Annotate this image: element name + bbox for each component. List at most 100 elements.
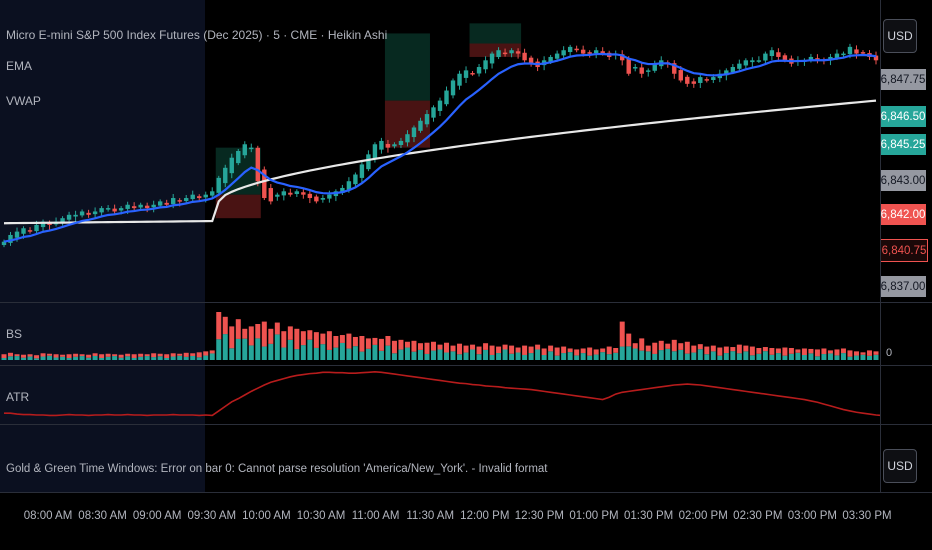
candle-up — [320, 195, 326, 203]
candle-up — [561, 46, 566, 60]
candle-body — [580, 49, 586, 54]
bs-sell-bar — [554, 347, 560, 356]
candle-body — [834, 53, 840, 59]
pane-separator[interactable] — [0, 424, 932, 425]
price-tag[interactable]: 6,845.25 — [880, 134, 926, 155]
candle-body — [385, 143, 391, 148]
bs-buy-bar — [561, 353, 567, 360]
atr-chart[interactable] — [0, 366, 880, 424]
candle-body — [8, 234, 13, 243]
candle-body — [340, 187, 345, 193]
currency-button-lower[interactable]: USD — [883, 449, 917, 483]
bs-sell-bar — [411, 340, 417, 352]
price-chart[interactable] — [0, 0, 880, 302]
bs-sell-bar — [398, 339, 404, 350]
candle-up — [359, 161, 365, 183]
time-axis-label: 10:30 AM — [296, 510, 346, 522]
atr-indicator-label[interactable]: ATR — [6, 390, 30, 404]
bs-buy-bar — [730, 351, 736, 360]
candle-down — [470, 71, 475, 76]
candle-up — [392, 142, 397, 149]
red-window-box — [215, 194, 261, 219]
bs-sell-bar — [769, 348, 775, 355]
currency-button[interactable]: USD — [883, 19, 917, 53]
candle-up — [476, 64, 482, 77]
bs-buy-bar — [522, 354, 528, 360]
time-axis-label: 02:30 PM — [733, 510, 783, 522]
candle-body — [652, 63, 657, 71]
bs-sell-bar — [470, 344, 476, 350]
candle-body — [66, 214, 72, 220]
bs-sell-bar — [730, 347, 736, 352]
bs-sell-bar — [528, 346, 534, 354]
candle-body — [184, 198, 189, 201]
bs-buy-bar — [626, 346, 632, 360]
candle-down — [314, 194, 319, 204]
bs-sell-bar — [131, 354, 137, 358]
bs-buy-bar — [775, 353, 781, 360]
candle-body — [60, 218, 65, 223]
bs-volume-chart[interactable] — [0, 303, 880, 365]
pane-separator[interactable] — [0, 365, 932, 366]
candle-body — [633, 67, 638, 69]
bs-buy-bar — [860, 354, 866, 360]
vwap-indicator-label[interactable]: VWAP — [6, 94, 41, 108]
candle-up — [242, 141, 247, 159]
bs-sell-bar — [561, 346, 567, 354]
bs-buy-bar — [320, 344, 326, 360]
bs-buy-bar — [157, 356, 163, 360]
candle-down — [854, 45, 859, 59]
candle-body — [288, 192, 293, 195]
candle-body — [769, 50, 775, 57]
bs-sell-bar — [183, 352, 189, 357]
candle-body — [379, 140, 384, 150]
candle-body — [249, 147, 254, 150]
candle-body — [268, 188, 274, 202]
time-windows-error-label[interactable]: Gold & Green Time Windows: Error on bar … — [6, 463, 548, 475]
bs-sell-bar — [385, 336, 391, 346]
bs-buy-bar — [574, 355, 580, 360]
price-tag[interactable]: 6,840.75 — [880, 239, 928, 262]
candle-up — [92, 207, 98, 219]
candle-body — [489, 53, 495, 64]
candle-body — [47, 223, 52, 225]
candle-body — [704, 79, 710, 81]
bs-buy-bar — [40, 356, 46, 360]
bs-sell-bar — [216, 312, 222, 340]
candle-down — [691, 78, 696, 88]
candle-body — [561, 50, 566, 56]
bs-buy-bar — [476, 354, 482, 360]
bs-buy-bar — [131, 357, 137, 360]
candle-up — [249, 143, 254, 153]
candle-up — [802, 58, 807, 66]
price-tag[interactable]: 6,846.50 — [880, 106, 926, 127]
candle-down — [112, 204, 117, 215]
candle-up — [210, 187, 215, 198]
pane-separator[interactable] — [0, 302, 932, 303]
bs-buy-bar — [483, 349, 489, 360]
price-tag[interactable]: 6,843.00 — [880, 170, 926, 191]
candle-body — [164, 202, 169, 205]
bs-buy-bar — [242, 338, 248, 360]
price-tag[interactable]: 6,837.00 — [880, 276, 926, 297]
bs-sell-bar — [196, 352, 202, 358]
bs-sell-bar — [834, 349, 840, 356]
ema-indicator-label[interactable]: EMA — [6, 59, 33, 73]
bs-sell-bar — [684, 341, 690, 354]
bs-sell-bar — [287, 326, 293, 340]
candle-body — [450, 80, 456, 96]
bs-sell-bar — [313, 332, 319, 348]
candle-up — [652, 60, 657, 73]
bs-buy-bar — [847, 356, 853, 360]
bs-sell-bar — [125, 353, 131, 357]
bs-indicator-label[interactable]: BS — [6, 327, 23, 341]
bs-buy-bar — [203, 355, 209, 360]
candle-body — [346, 181, 352, 190]
bs-sell-bar — [190, 353, 196, 356]
chart-title[interactable]: Micro E-mini S&P 500 Index Futures (Dec … — [6, 28, 388, 42]
bs-buy-bar — [613, 352, 619, 360]
bs-buy-bar — [873, 354, 879, 360]
price-tag[interactable]: 6,847.75 — [880, 69, 926, 90]
bs-buy-bar — [66, 357, 72, 360]
price-tag[interactable]: 6,842.00 — [880, 204, 926, 225]
